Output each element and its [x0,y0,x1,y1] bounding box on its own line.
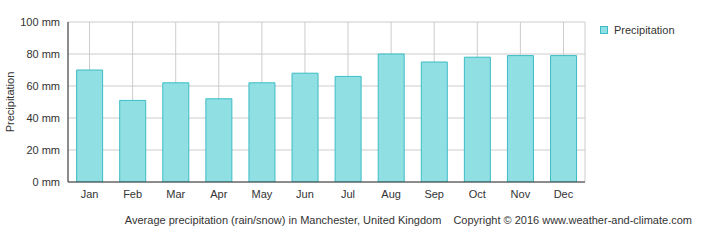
svg-text:Aug: Aug [381,188,401,200]
svg-text:Jan: Jan [81,188,99,200]
svg-text:60 mm: 60 mm [26,80,60,92]
svg-text:100 mm: 100 mm [20,16,60,28]
svg-text:Jun: Jun [296,188,314,200]
svg-text:80 mm: 80 mm [26,48,60,60]
svg-text:0 mm: 0 mm [33,176,61,188]
svg-text:Jul: Jul [341,188,355,200]
svg-text:Precipitation: Precipitation [8,72,16,133]
svg-text:Mar: Mar [166,188,185,200]
svg-text:Oct: Oct [469,188,486,200]
svg-text:Sep: Sep [424,188,444,200]
svg-text:20 mm: 20 mm [26,144,60,156]
html-text:Precipitation: Precipitation [614,24,675,36]
svg-text:Dec: Dec [554,188,574,200]
html-text:Average precipitation (rain/sn: Average precipitation (rain/snow) in Man… [124,214,442,226]
svg-text:May: May [251,188,272,200]
svg-text:40 mm: 40 mm [26,112,60,124]
svg-text:Apr: Apr [210,188,227,200]
html-text:Copyright © 2016 www.weather-a: Copyright © 2016 www.weather-and-climate… [453,214,692,226]
svg-text:Feb: Feb [123,188,142,200]
svg-text:Nov: Nov [511,188,531,200]
